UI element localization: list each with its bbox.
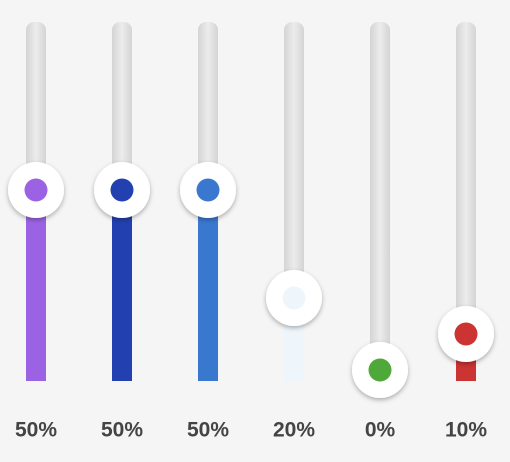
slider-track[interactable] <box>456 22 476 381</box>
slider-value-label: 20% <box>273 419 315 442</box>
slider-fill <box>112 190 132 381</box>
slider-fill <box>26 190 46 381</box>
slider-value-label: 50% <box>15 419 57 442</box>
slider-value-label: 0% <box>365 419 396 442</box>
slider-value-label: 10% <box>445 419 487 442</box>
slider-knob-dot <box>110 178 134 202</box>
slider-value-label: 50% <box>101 419 143 442</box>
slider-knob-dot <box>282 286 306 310</box>
slider-fill <box>198 190 218 381</box>
slider-value-label: 50% <box>187 419 229 442</box>
slider-knob-dot <box>368 358 392 382</box>
slider-knob-dot <box>196 178 220 202</box>
slider-knob-dot <box>454 322 478 346</box>
slider-track[interactable] <box>370 22 390 381</box>
slider-knob-dot <box>24 178 48 202</box>
